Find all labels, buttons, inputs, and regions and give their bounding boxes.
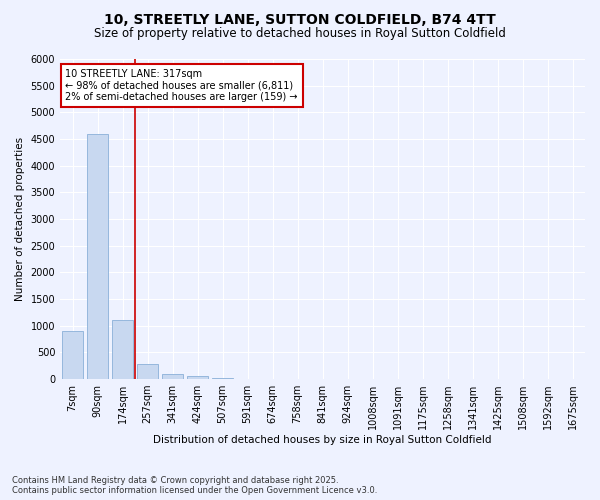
Bar — [187, 376, 208, 379]
Text: Size of property relative to detached houses in Royal Sutton Coldfield: Size of property relative to detached ho… — [94, 28, 506, 40]
X-axis label: Distribution of detached houses by size in Royal Sutton Coldfield: Distribution of detached houses by size … — [154, 435, 492, 445]
Text: Contains HM Land Registry data © Crown copyright and database right 2025.
Contai: Contains HM Land Registry data © Crown c… — [12, 476, 377, 495]
Bar — [137, 364, 158, 379]
Bar — [87, 134, 108, 379]
Text: 10, STREETLY LANE, SUTTON COLDFIELD, B74 4TT: 10, STREETLY LANE, SUTTON COLDFIELD, B74… — [104, 12, 496, 26]
Bar — [162, 374, 183, 379]
Bar — [212, 378, 233, 379]
Bar — [62, 331, 83, 379]
Bar — [237, 378, 258, 379]
Bar — [112, 320, 133, 379]
Text: 10 STREETLY LANE: 317sqm
← 98% of detached houses are smaller (6,811)
2% of semi: 10 STREETLY LANE: 317sqm ← 98% of detach… — [65, 68, 298, 102]
Y-axis label: Number of detached properties: Number of detached properties — [15, 137, 25, 301]
